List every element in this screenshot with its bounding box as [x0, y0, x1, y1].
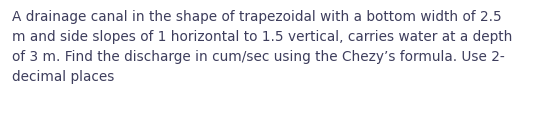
Text: A drainage canal in the shape of trapezoidal with a bottom width of 2.5
m and si: A drainage canal in the shape of trapezo… — [12, 10, 512, 84]
